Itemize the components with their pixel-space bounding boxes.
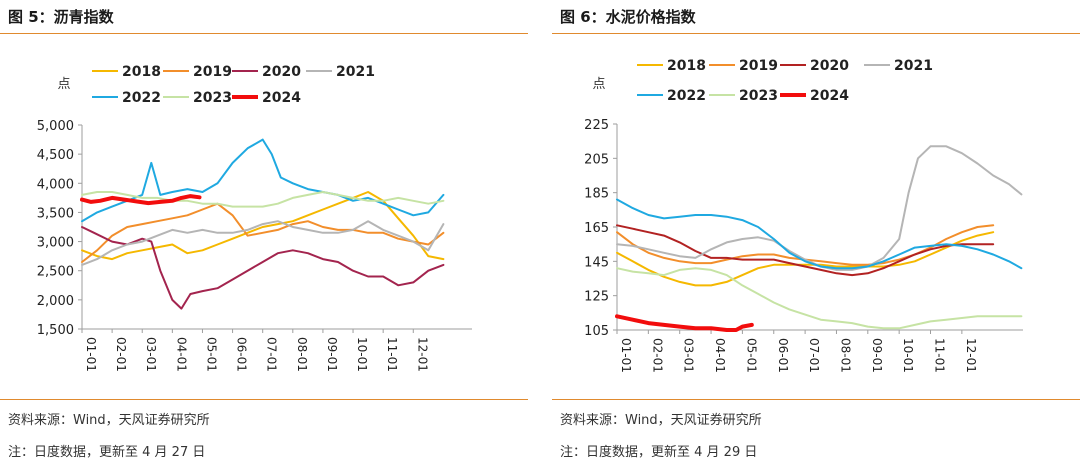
x-tick-label: 07-01: [265, 337, 279, 372]
y-axis-label: 点: [592, 77, 605, 92]
y-tick-label: 205: [584, 152, 609, 167]
series-line-2019: [81, 202, 445, 263]
x-tick-label: 09-01: [325, 337, 339, 372]
x-tick-label: 08-01: [838, 338, 852, 373]
legend-label: 2023: [739, 88, 778, 104]
series-line-2024: [615, 314, 754, 332]
asphalt-index-chart: 点 5,000 4,500 4,000 3,500 3,000 2,500 2,000 1,50…: [37, 64, 472, 372]
x-tick-label: 02-01: [114, 337, 128, 372]
top-divider: [0, 33, 528, 34]
x-tick-label: 12-01: [415, 337, 429, 372]
series-line-2020: [81, 226, 445, 310]
bottom-divider: [552, 399, 1080, 400]
y-tick-label: 165: [584, 221, 609, 236]
x-tick-label: 05-01: [204, 337, 218, 372]
legend-label: 2023: [193, 90, 232, 106]
legend-item-2021: 2021: [306, 64, 375, 80]
legend-label: 2020: [262, 64, 301, 80]
x-tick-label: 05-01: [744, 338, 758, 373]
x-tick-label: 01-01: [619, 338, 633, 373]
x-tick-label: 10-01: [901, 338, 915, 373]
legend-item-2021: 2021: [864, 58, 933, 74]
legend-label: 2019: [193, 64, 232, 80]
y-tick-label: 125: [584, 290, 609, 305]
legend-item-2018: 2018: [92, 64, 161, 80]
y-tick-label: 2,500: [37, 265, 74, 280]
x-tick-label: 06-01: [235, 337, 249, 372]
y-tick-label: 1,500: [37, 323, 74, 338]
x-tick-label: 10-01: [355, 337, 369, 372]
y-tick-label: 105: [584, 324, 609, 339]
source-text: 资料来源：Wind，天风证券研究所: [8, 413, 210, 428]
x-tick-label: 07-01: [807, 338, 821, 373]
y-tick-label: 3,500: [37, 206, 74, 221]
x-tick-label: 03-01: [682, 338, 696, 373]
legend-item-2024: 2024: [780, 88, 849, 104]
cement-price-index-chart: 点 225 205 185 165 145 125 105 01-01 02-01 03-01 04-…: [584, 58, 1023, 373]
x-tick-label: 08-01: [295, 337, 309, 372]
series-line-2020: [616, 224, 995, 277]
legend-item-2018: 2018: [637, 58, 706, 74]
legend-label: 2020: [810, 58, 849, 74]
y-tick-label: 145: [584, 255, 609, 270]
y-tick-label: 225: [584, 118, 609, 133]
figure-title: 图 5：沥青指数: [8, 8, 114, 26]
x-tick-label: 11-01: [385, 337, 399, 372]
x-tick-label: 04-01: [713, 338, 727, 373]
y-tick-label: 2,000: [37, 294, 74, 309]
x-tick-label: 01-01: [84, 337, 98, 372]
series-line-2024: [80, 194, 202, 206]
legend-label: 2018: [667, 58, 706, 74]
y-tick-label: 3,000: [37, 236, 74, 251]
x-tick-label: 11-01: [933, 338, 947, 373]
y-tick-label: 4,500: [37, 148, 74, 163]
x-tick-label: 06-01: [776, 338, 790, 373]
series-line-2018: [616, 231, 995, 287]
legend-label: 2018: [122, 64, 161, 80]
y-tick-label: 185: [584, 187, 609, 202]
legend-item-2019: 2019: [709, 58, 778, 74]
legend-label: 2022: [122, 90, 161, 106]
legend-item-2020: 2020: [780, 58, 849, 74]
top-divider: [552, 33, 1080, 34]
legend-item-2019: 2019: [163, 64, 232, 80]
series-line-2021: [616, 145, 1023, 271]
y-tick-label: 4,000: [37, 177, 74, 192]
series-line-2023: [616, 267, 1023, 330]
figure-title: 图 6：水泥价格指数: [560, 8, 696, 26]
x-tick-label: 04-01: [174, 337, 188, 372]
legend-item-2022: 2022: [637, 88, 706, 104]
legend-item-2023: 2023: [709, 88, 778, 104]
legend-item-2022: 2022: [92, 90, 161, 106]
legend-item-2020: 2020: [232, 64, 301, 80]
left-figure: 图 5：沥青指数 点 5,000 4,500 4,000 3,500 3,000 2,500…: [0, 0, 528, 471]
legend-item-2024: 2024: [232, 90, 301, 106]
legend-item-2023: 2023: [163, 90, 232, 106]
x-tick-label: 03-01: [144, 337, 158, 372]
legend-label: 2019: [739, 58, 778, 74]
legend-label: 2021: [894, 58, 933, 74]
x-tick-label: 12-01: [964, 338, 978, 373]
x-tick-label: 09-01: [870, 338, 884, 373]
legend-label: 2024: [262, 90, 301, 106]
y-tick-label: 5,000: [37, 119, 74, 134]
legend-label: 2022: [667, 88, 706, 104]
note-text: 注：日度数据，更新至 4 月 27 日: [8, 445, 206, 460]
legend-label: 2024: [810, 88, 849, 104]
series-line-2021: [81, 220, 445, 266]
source-text: 资料来源：Wind，天风证券研究所: [560, 413, 762, 428]
series-line-2022: [616, 198, 1023, 270]
bottom-divider: [0, 399, 528, 400]
legend-label: 2021: [336, 64, 375, 80]
right-figure: 图 6：水泥价格指数 点 225 205 185 165 145 125 105 01-01 02…: [552, 0, 1080, 471]
note-text: 注：日度数据，更新至 4 月 29 日: [560, 445, 758, 460]
series-line-2023: [81, 191, 445, 208]
x-tick-label: 02-01: [650, 338, 664, 373]
y-axis-label: 点: [57, 77, 70, 92]
